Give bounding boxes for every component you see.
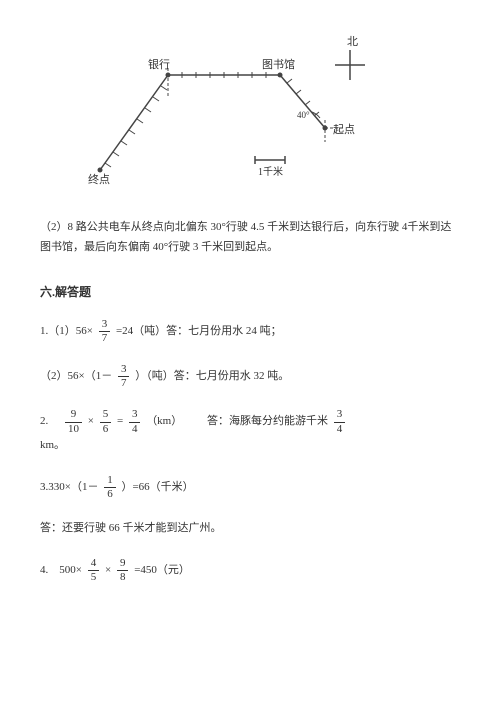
section-6-header: 六.解答题 xyxy=(40,283,460,300)
answer-1a: 1.（1）56× 37 =24（吨）答：七月份用水 24 吨； xyxy=(40,318,460,345)
compass-label: 北 xyxy=(347,35,358,48)
svg-text:40°: 40° xyxy=(297,110,310,120)
answer-4: 4. 500× 45 × 98 =450（元） xyxy=(40,557,460,584)
answer-3-text: 答：还要行驶 66 千米才能到达广州。 xyxy=(40,519,460,539)
answer-1b: （2）56×（1－ 37 ）（吨）答：七月份用水 32 吨。 xyxy=(40,363,460,390)
problem-2-text: （2）8 路公共电车从终点向北偏东 30°行驶 4.5 千米到达银行后，向东行驶… xyxy=(40,218,460,258)
route-diagram: 北 xyxy=(40,20,460,200)
svg-text:终点: 终点 xyxy=(88,172,110,186)
svg-text:起点: 起点 xyxy=(333,123,355,136)
svg-text:银行: 银行 xyxy=(148,57,170,71)
answer-3: 3.330×（1－ 16 ）=66（千米） xyxy=(40,474,460,501)
svg-text:1千米: 1千米 xyxy=(258,165,283,178)
svg-text:图书馆: 图书馆 xyxy=(262,57,295,71)
answer-2: 2. 910 × 56 = 34 （km） 答：海豚每分约能游千米 34 km。 xyxy=(40,408,460,455)
